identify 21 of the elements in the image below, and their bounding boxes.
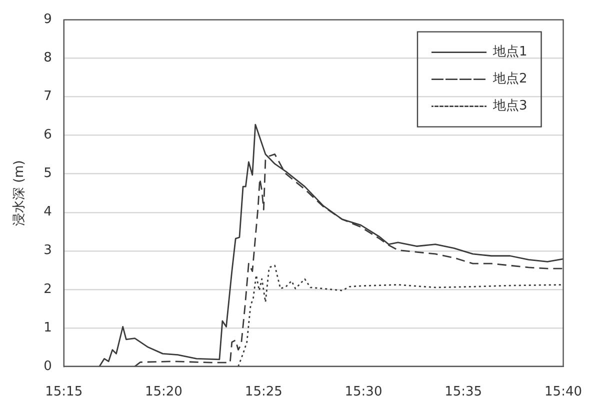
y-tick-label: 9 [44,12,52,28]
x-tick-label: 15:40 [544,384,582,400]
x-tick-label: 15:35 [444,384,482,400]
y-tick-label: 5 [44,166,52,182]
legend-label: 地点3 [492,98,528,114]
y-tick-label: 6 [44,128,52,143]
y-tick-label: 4 [44,204,52,220]
y-tick-label: 2 [44,282,52,297]
legend-label: 地点1 [492,44,528,60]
x-tick-label: 15:25 [244,384,282,400]
y-tick-label: 0 [44,358,52,374]
legend-label: 地点2 [492,72,528,87]
y-tick-label: 3 [44,243,52,258]
y-axis-title: 浸水深 (m) [12,160,28,226]
y-tick-label: 7 [44,89,52,104]
y-tick-label: 8 [44,50,52,66]
line-series [238,264,564,366]
y-tick-label: 1 [44,320,52,336]
x-tick-label: 15:20 [144,384,182,400]
x-tick-label: 15:15 [45,384,83,400]
x-tick-label: 15:30 [344,384,382,400]
